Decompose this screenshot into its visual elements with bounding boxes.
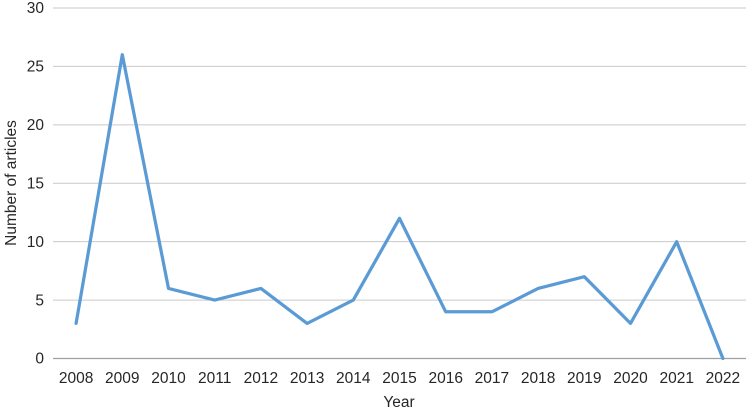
x-tick-label: 2008 <box>59 370 93 387</box>
x-tick-label: 2016 <box>428 370 462 387</box>
x-tick-label: 2014 <box>336 370 371 387</box>
x-tick-label: 2019 <box>567 370 601 387</box>
y-axis-title: Number of articles <box>3 120 20 246</box>
x-tick-label: 2017 <box>475 370 509 387</box>
x-tick-labels: 2008 2009 2010 2011 2012 2013 2014 2015 2016 2017… <box>59 370 740 387</box>
x-tick-label: 2015 <box>382 370 416 387</box>
x-tick-label: 2020 <box>613 370 648 387</box>
x-axis-title: Year <box>383 394 414 411</box>
y-tick-label: 20 <box>27 117 45 134</box>
y-tick-label: 15 <box>27 175 44 192</box>
y-tick-label: 30 <box>27 0 45 17</box>
gridlines-group <box>53 7 746 360</box>
y-tick-label: 5 <box>35 292 44 309</box>
y-tick-label: 25 <box>27 59 44 76</box>
x-tick-label: 2018 <box>521 370 555 387</box>
x-tick-label: 2022 <box>706 370 740 387</box>
x-tick-label: 2011 <box>198 370 231 387</box>
y-tick-label: 10 <box>27 234 45 251</box>
series-group <box>74 53 725 361</box>
x-tick-label: 2010 <box>151 370 186 387</box>
x-tick-label: 2009 <box>105 370 139 387</box>
x-tick-label: 2021 <box>659 370 693 387</box>
x-tick-label: 2013 <box>290 370 324 387</box>
x-tick-label: 2012 <box>244 370 278 387</box>
y-tick-labels: 0 5 10 15 20 25 30 <box>27 0 45 368</box>
y-tick-label: 0 <box>35 351 44 368</box>
data-line-articles <box>74 53 725 361</box>
